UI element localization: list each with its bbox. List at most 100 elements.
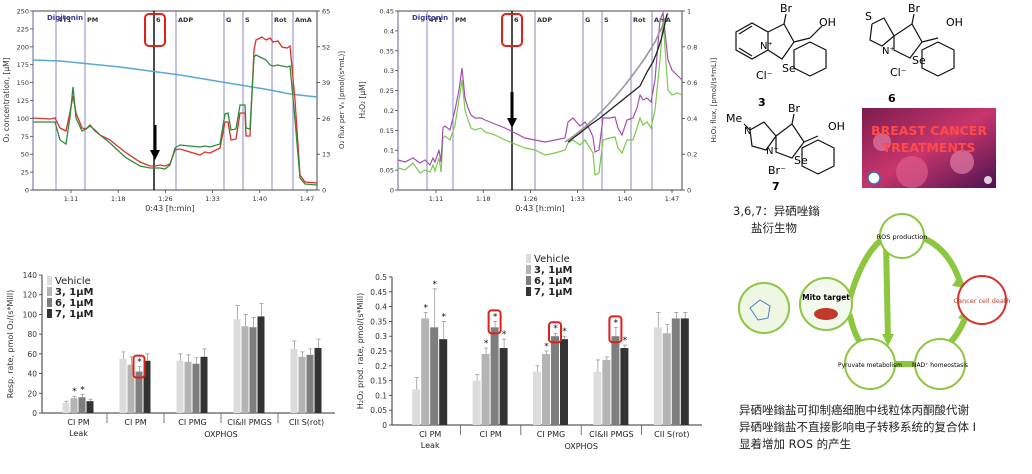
bar	[127, 364, 135, 413]
compound-7-label: 7	[772, 180, 780, 193]
highlight-box	[608, 315, 623, 344]
event-label: ADP	[537, 16, 552, 24]
c7-se: Se	[794, 154, 808, 167]
event-label: S	[245, 16, 250, 24]
tick-label: 60	[27, 350, 37, 359]
o2-trace-chart: 4T1 PM 6 ADP G S Rot AmA Digitonin 0 25 50 75 100 125…	[2, 8, 346, 214]
event-label: G	[226, 16, 231, 24]
arrow-head	[882, 334, 894, 346]
bar	[257, 316, 265, 413]
c3-n: N⁺	[760, 41, 773, 52]
left-axis-ticks: 0 0.05 0.1 0.15 0.2 0.25 0.3 0.35 0.4 0.45	[380, 8, 398, 195]
bar	[184, 361, 192, 413]
significance-mark: *	[544, 342, 549, 352]
tick-label: 0.8	[687, 43, 697, 51]
tick-label: 100	[23, 310, 38, 319]
cancer-cell-death-label: Cancer cell death	[954, 297, 1011, 305]
c7-n: N⁺	[766, 146, 779, 157]
bar	[421, 318, 430, 425]
ros-production-label: ROS production	[877, 233, 928, 241]
mitochondrion-icon	[814, 308, 838, 320]
cover-logo-icon	[867, 171, 881, 185]
legend-label: 6, 1µM	[534, 276, 573, 287]
compound-3-structure	[735, 13, 827, 77]
x-axis-label: 0:43 [h:min]	[145, 204, 195, 213]
category-label: CI PMG	[178, 418, 206, 427]
bar	[620, 348, 629, 425]
tick-label: 26	[322, 115, 330, 123]
tick-label: 0	[32, 409, 37, 418]
x-axis-label: 0:43 [h:min]	[515, 204, 565, 213]
tick-label: 50	[21, 151, 29, 159]
tick-label: 0.15	[380, 127, 394, 135]
c6-br: Br	[908, 2, 921, 15]
legend-swatch	[47, 276, 52, 285]
tick-label: 0.35	[370, 317, 387, 326]
tick-label: 0	[322, 187, 326, 195]
bar	[233, 319, 241, 413]
c3-br: Br	[780, 2, 793, 15]
event-label: AmA	[295, 16, 312, 24]
cancer-cell-death-node	[957, 275, 1007, 325]
category-sublabel: Leak	[69, 429, 88, 438]
legend-swatch	[47, 298, 52, 307]
bar	[119, 358, 127, 413]
legend-label: 7, 1µM	[55, 309, 94, 320]
bar	[602, 359, 611, 425]
tick-label: 0.5	[375, 273, 387, 282]
compound-7-structure	[743, 113, 835, 175]
summary-line: 显着增加 ROS 的产生	[739, 437, 852, 451]
event-label: Rot	[633, 16, 646, 24]
event-label: 6	[514, 16, 519, 24]
right-axis-ticks: 0 0.2 0.4 0.6 0.8 1	[682, 8, 697, 195]
cover-cell-decor	[873, 133, 891, 151]
c7-oh: OH	[828, 120, 845, 133]
event-label: PM	[455, 16, 466, 24]
event-label: S	[604, 16, 609, 24]
tick-label: 0.6	[687, 79, 697, 87]
tick-label: 80	[27, 330, 37, 339]
bar	[560, 339, 568, 425]
category-sublabel: Leak	[421, 441, 440, 450]
tick-label: 0.45	[380, 8, 394, 16]
bar	[430, 327, 439, 425]
significance-mark: *	[493, 312, 498, 322]
c6-s: S	[865, 10, 872, 23]
y-axis-label: H₂O₂ prod. rate, pmol/(s*Mill)	[356, 293, 365, 410]
nad-homeostasis-node	[914, 338, 966, 390]
o2-concentration-trace	[32, 59, 318, 98]
tick-label: 0.35	[380, 47, 394, 55]
event-label: Rot	[274, 16, 287, 24]
tick-label: 40	[27, 370, 37, 379]
tick-label: 225	[17, 25, 29, 33]
bar	[499, 348, 508, 425]
nad-homeostasis-label: NAD⁺ homeostasis	[912, 362, 968, 369]
h2o2-purple-trace	[397, 10, 683, 167]
highlight-box	[132, 354, 146, 379]
plot-frame	[32, 10, 318, 191]
tick-label: 0.05	[380, 167, 394, 175]
tick-label: 0.2	[384, 107, 394, 115]
compounds-caption-line2: 盐衍生物	[751, 221, 797, 235]
event-label: 4T1	[58, 16, 72, 24]
significance-mark: *	[502, 330, 507, 340]
bar	[143, 360, 151, 413]
tick-label: 1:18	[476, 195, 491, 203]
tick-label: 1:33	[570, 195, 585, 203]
bar	[653, 327, 662, 425]
highlight-box	[487, 309, 502, 335]
tick-label: 125	[17, 97, 29, 105]
category-label: CI&II PMGS	[227, 418, 271, 427]
compound-structures: Br OH N⁺ Se Cl⁻ 3 S Br OH N⁺ Se Cl⁻ 6 Me…	[726, 2, 996, 193]
bar	[298, 356, 306, 413]
x-axis-ticks: 1:11 1:18 1:26 1:33 1:40 1:47	[64, 190, 314, 203]
tick-label: 120	[23, 291, 38, 300]
c6-n: N⁺	[882, 46, 895, 57]
significance-mark: *	[432, 280, 437, 290]
category-label: CI PM	[419, 430, 441, 439]
tick-label: 13	[322, 151, 330, 159]
category-label: CII S(rot)	[289, 418, 324, 427]
tick-label: 0	[382, 421, 387, 430]
